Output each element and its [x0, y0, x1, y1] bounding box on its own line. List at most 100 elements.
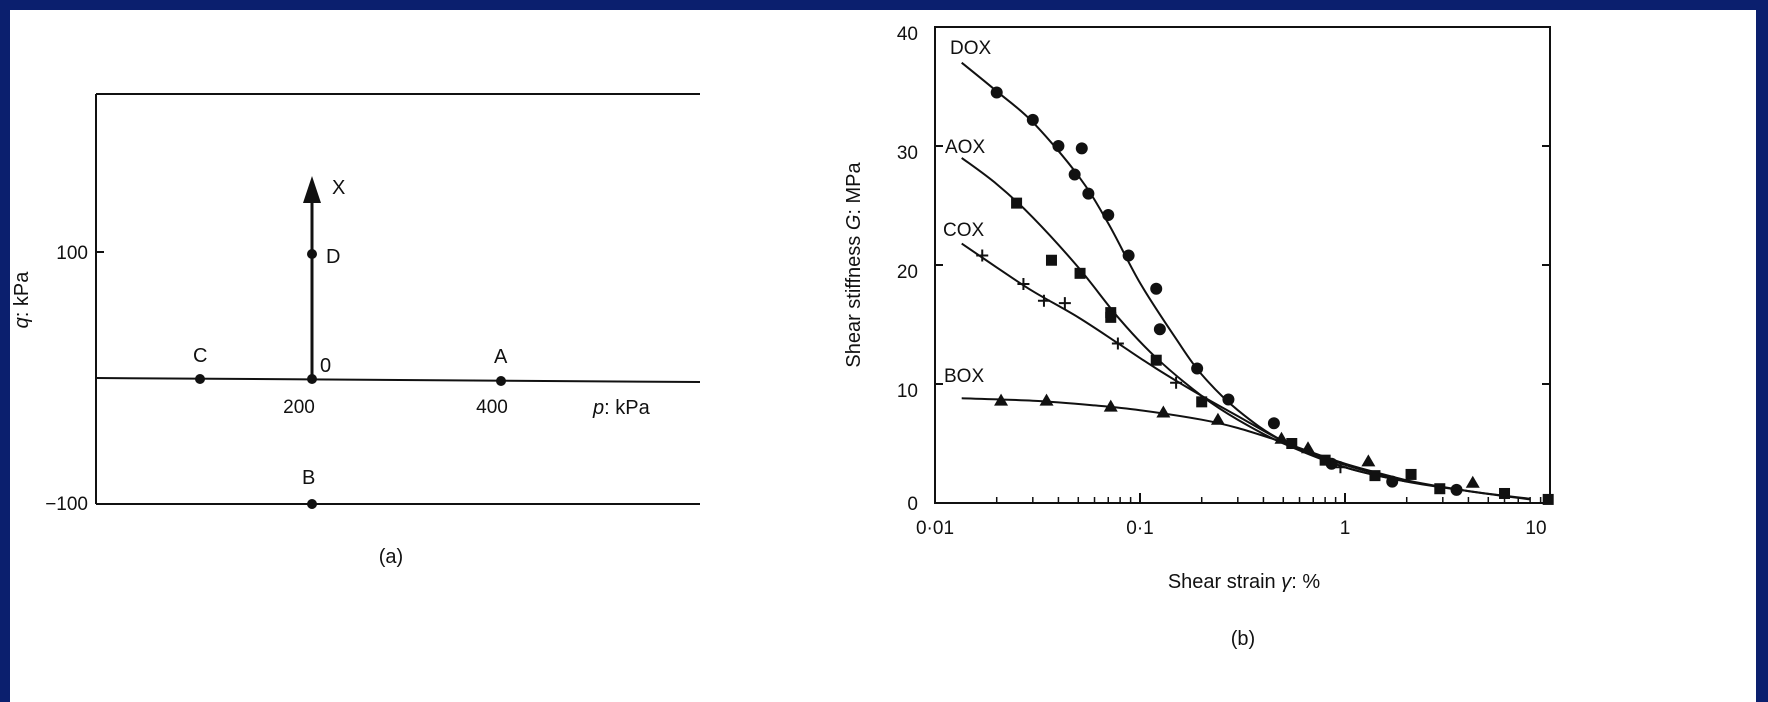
- aox-point-9: [1369, 470, 1381, 482]
- point-o-marker: [307, 374, 317, 384]
- point-c-label: C: [193, 345, 207, 367]
- point-d-marker: [307, 249, 317, 259]
- box-point-5: [1274, 431, 1289, 444]
- q-tick-label-minus100: −100: [45, 494, 88, 515]
- dox-point-0: [990, 86, 1003, 99]
- point-a-label: A: [494, 346, 508, 368]
- point-b-label: B: [302, 467, 315, 489]
- x-tick-label-1: 1: [1340, 518, 1351, 539]
- p-axis-line: [95, 377, 701, 383]
- box-point-3: [1156, 405, 1171, 418]
- cox-point-6: [1334, 461, 1347, 474]
- y-axis-unit: : MPa: [843, 161, 865, 214]
- box-point-4: [1210, 412, 1225, 425]
- panel-b-caption: (b): [1231, 628, 1255, 650]
- dox-point-6: [1102, 209, 1115, 222]
- x-axis-symbol: γ: [1281, 571, 1292, 593]
- dox-point-10: [1191, 362, 1204, 375]
- aox-point-7: [1286, 438, 1298, 449]
- y-tick-label-10: 10: [897, 381, 918, 402]
- chart-fit-curves: [961, 61, 1531, 501]
- aox-point-10: [1405, 468, 1417, 480]
- aox-point-0: [1011, 197, 1023, 209]
- aox-point-4: [1105, 311, 1117, 323]
- box-point-1: [1039, 393, 1054, 406]
- dox-point-12: [1267, 417, 1280, 430]
- dox-point-9: [1153, 323, 1166, 336]
- figure-frame: 100 −100 200 400 p: kPa q: kPa C 0 A D B…: [10, 10, 1756, 702]
- p-axis-unit: : kPa: [604, 397, 650, 419]
- aox-point-13: [1542, 493, 1554, 505]
- p-axis-label: p: kPa: [592, 397, 651, 419]
- p-tick-label-400: 400: [476, 397, 508, 418]
- chart-data-points: [976, 86, 1554, 505]
- dox-point-8: [1150, 282, 1163, 295]
- figure-svg: 100 −100 200 400 p: kPa q: kPa C 0 A D B…: [11, 24, 1554, 650]
- q-axis-symbol: q: [11, 317, 33, 328]
- aox-point-5: [1150, 354, 1162, 366]
- q-axis-label: q: kPa: [11, 271, 33, 329]
- panel-a-caption: (a): [379, 546, 403, 568]
- y-axis-symbol: G: [843, 215, 865, 231]
- point-x-label: X: [332, 177, 345, 199]
- y-tick-label-40: 40: [897, 24, 918, 45]
- dox-point-1: [1026, 113, 1039, 126]
- point-b-marker: [307, 499, 317, 509]
- y-tick-label-30: 30: [897, 143, 918, 164]
- dox-point-2: [1052, 140, 1065, 152]
- series-label-cox: COX: [943, 220, 985, 241]
- dox-point-5: [1082, 187, 1095, 200]
- aox-point-2: [1074, 267, 1086, 279]
- dox-point-7: [1122, 249, 1135, 262]
- x-axis-label-text: Shear strain: [1168, 571, 1281, 593]
- series-label-box: BOX: [944, 366, 984, 387]
- y-axis-label: Shear stiffness G: MPa: [843, 161, 865, 367]
- p-tick-label-200: 200: [283, 397, 315, 418]
- dox-fit-curve: [961, 61, 1531, 501]
- series-label-dox: DOX: [950, 38, 992, 59]
- aox-fit-curve: [961, 157, 1531, 500]
- y-axis-label-text: Shear stiffness: [843, 230, 865, 367]
- point-o-label: 0: [320, 355, 331, 377]
- panel-a-diagram: 100 −100 200 400 p: kPa q: kPa C 0 A D B…: [11, 93, 701, 568]
- cox-fit-curve: [961, 242, 1407, 483]
- aox-point-11: [1434, 483, 1446, 495]
- cox-point-1: [1017, 278, 1030, 291]
- box-point-0: [994, 393, 1009, 406]
- dox-point-4: [1075, 142, 1088, 155]
- series-label-aox: AOX: [945, 137, 985, 158]
- y-tick-label-20: 20: [897, 262, 918, 283]
- p-axis-symbol: p: [592, 397, 604, 419]
- x-tick-label-0.01: 0·01: [916, 518, 954, 539]
- aox-point-6: [1196, 396, 1208, 408]
- stress-path-arrowhead: [303, 176, 321, 203]
- cox-point-2: [1037, 294, 1050, 307]
- x-tick-label-0.1: 0·1: [1126, 518, 1153, 539]
- q-tick-label-100: 100: [56, 243, 88, 264]
- x-axis-unit: : %: [1291, 571, 1320, 593]
- point-d-label: D: [326, 246, 340, 268]
- dox-point-3: [1068, 168, 1081, 181]
- y-tick-label-0: 0: [907, 494, 918, 515]
- box-point-2: [1103, 399, 1118, 412]
- panel-b-chart: 0 10 20 30 40 0·01 0·1 1 10 DOX AOX COX …: [843, 24, 1554, 650]
- chart-axes-frame: [934, 26, 1551, 504]
- aox-point-1: [1045, 254, 1057, 266]
- q-axis-unit: : kPa: [11, 271, 33, 317]
- point-c-marker: [195, 374, 205, 384]
- dox-point-14: [1386, 475, 1399, 488]
- chart-ticks: [934, 26, 1551, 504]
- cox-point-4: [1111, 337, 1124, 350]
- dox-point-11: [1222, 393, 1235, 406]
- x-tick-label-10: 10: [1525, 518, 1546, 539]
- point-a-marker: [496, 376, 506, 386]
- x-axis-label: Shear strain γ: %: [1168, 571, 1321, 593]
- cox-point-5: [1170, 376, 1183, 389]
- box-point-8: [1465, 475, 1480, 488]
- cox-point-3: [1058, 297, 1071, 310]
- cox-point-0: [976, 249, 989, 262]
- aox-point-8: [1319, 454, 1331, 466]
- box-point-6: [1301, 441, 1316, 454]
- dox-point-15: [1450, 483, 1463, 496]
- box-point-7: [1361, 454, 1376, 467]
